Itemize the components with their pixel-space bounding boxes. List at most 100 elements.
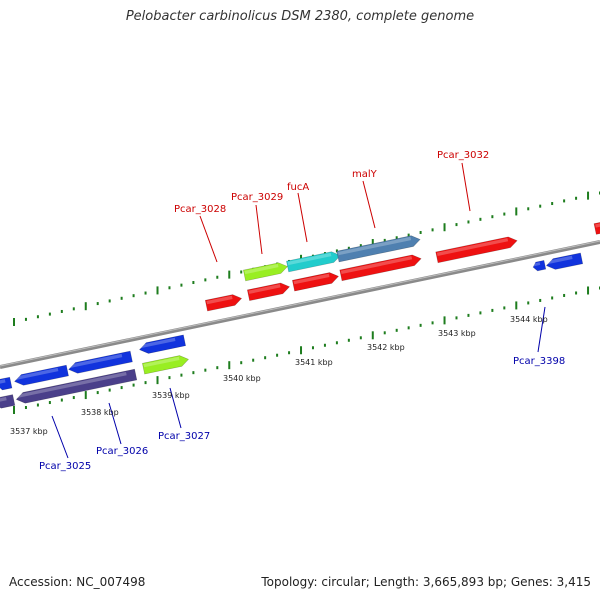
inner-scale-major-tick xyxy=(371,331,374,340)
label-leaders xyxy=(51,162,546,459)
inner-scale-minor-tick xyxy=(264,356,267,360)
reverse-gene-labels: Pcar_3025 Pcar_3026 Pcar_3027 Pcar_3398 xyxy=(39,356,565,472)
outer-scale-minor-tick xyxy=(359,244,362,248)
outer-scale-major-tick xyxy=(228,270,231,279)
inner-scale-major-tick xyxy=(228,361,231,370)
inner-scale-minor-tick xyxy=(60,398,63,402)
outer-scale-major-tick xyxy=(443,223,446,232)
kbp-label-3539: 3539 kbp xyxy=(152,391,190,400)
inner-scale-minor-tick xyxy=(192,371,195,375)
outer-scale-minor-tick xyxy=(467,220,470,224)
gene-label-pcar-3027: Pcar_3027 xyxy=(158,431,210,442)
gene-label-maly: malY xyxy=(352,169,378,180)
gene-label-pcar-3029: Pcar_3029 xyxy=(231,192,283,203)
inner-scale-major-tick xyxy=(443,316,446,325)
leader-pcar-3032 xyxy=(461,162,471,212)
outer-scale-minor-tick xyxy=(24,317,27,321)
inner-scale-minor-tick xyxy=(503,306,506,310)
gene-red-2 xyxy=(246,282,291,302)
inner-scale-minor-tick xyxy=(563,293,566,297)
genome-backbone-highlight xyxy=(0,240,600,367)
accession-text: Accession: NC_007498 xyxy=(9,575,146,589)
forward-gene-labels: Pcar_3028 Pcar_3029 fucA malY Pcar_3032 xyxy=(174,150,489,215)
inner-scale-minor-tick xyxy=(359,336,362,340)
outer-scale-minor-tick xyxy=(347,246,350,250)
leader-fuca xyxy=(297,192,308,243)
kbp-label-3540: 3540 kbp xyxy=(223,374,261,383)
outer-scale-minor-tick xyxy=(479,217,482,221)
gene-red-3 xyxy=(292,272,340,292)
kbp-label-3543: 3543 kbp xyxy=(438,329,476,338)
inner-scale-minor-tick xyxy=(323,343,326,347)
outer-scale-minor-tick xyxy=(539,204,542,208)
leader-pcar-3029 xyxy=(255,204,263,255)
inner-scale-major-tick xyxy=(300,346,303,355)
inner-scale-minor-tick xyxy=(276,353,279,357)
gene-fuca xyxy=(286,251,341,273)
outer-scale-minor-tick xyxy=(216,275,219,279)
inner-scale-minor-tick xyxy=(240,361,243,365)
inner-scale-minor-tick xyxy=(180,373,183,377)
inner-scale-minor-tick xyxy=(335,341,338,345)
outer-scale-minor-tick xyxy=(132,294,135,298)
outer-scale-major-tick xyxy=(13,318,15,326)
gene-offscreen-red xyxy=(593,221,600,235)
inner-scale-minor-tick xyxy=(120,386,123,390)
inner-scale-minor-tick xyxy=(575,291,578,295)
inner-scale-minor-tick xyxy=(491,308,494,312)
outer-scale-major-tick xyxy=(515,207,518,216)
inner-scale-minor-tick xyxy=(144,381,147,385)
gene-pcar-3398-arrow xyxy=(545,252,584,270)
gene-label-pcar-3025: Pcar_3025 xyxy=(39,461,91,472)
inner-scale-minor-tick xyxy=(479,311,482,315)
kbp-label-3541: 3541 kbp xyxy=(295,358,333,367)
outer-scale-minor-tick xyxy=(407,233,410,237)
gene-label-fuca: fucA xyxy=(287,182,309,193)
gene-pcar-3026 xyxy=(15,368,138,404)
inner-scale-minor-tick xyxy=(216,366,219,370)
gene-pcar-3029 xyxy=(242,262,289,282)
outer-scale-minor-tick xyxy=(96,302,99,306)
outer-scale-minor-tick xyxy=(419,230,422,234)
inner-scale-minor-tick xyxy=(395,328,398,332)
leader-pcar-3027 xyxy=(169,387,182,429)
leader-pcar-3028 xyxy=(199,215,218,263)
inner-scale-minor-tick xyxy=(48,401,51,405)
inner-scale-major-tick xyxy=(156,376,159,385)
gene-pcar-3032 xyxy=(435,236,518,264)
gene-blue-edge xyxy=(0,376,13,391)
outer-scale-minor-tick xyxy=(335,249,338,253)
inner-scale-minor-tick xyxy=(204,368,207,372)
outer-scale-minor-tick xyxy=(383,238,386,242)
outer-scale-minor-tick xyxy=(240,270,243,274)
gene-blue-3 xyxy=(138,334,186,354)
outer-scale-minor-tick xyxy=(192,281,195,285)
outer-scale-minor-tick xyxy=(491,215,494,219)
inner-scale-minor-tick xyxy=(419,323,422,327)
outer-scale-minor-tick xyxy=(36,315,39,319)
gene-pcar-3025 xyxy=(0,394,16,409)
gene-label-pcar-3026: Pcar_3026 xyxy=(96,446,148,457)
outer-scale-minor-tick xyxy=(395,236,398,240)
gene-blue-2 xyxy=(68,350,133,374)
inner-scale-minor-tick xyxy=(168,376,171,380)
outer-scale-minor-tick xyxy=(575,196,578,200)
outer-scale-major-tick xyxy=(371,239,374,248)
inner-scale-minor-tick xyxy=(347,338,350,342)
outer-scale-minor-tick xyxy=(551,202,554,206)
outer-scale-minor-tick xyxy=(168,286,171,290)
kbp-label-3537: 3537 kbp xyxy=(10,427,48,436)
inner-scale-minor-tick xyxy=(455,316,458,320)
inner-scale-minor-tick xyxy=(383,331,386,335)
gene-red-4 xyxy=(339,254,422,282)
inner-scale-major-tick xyxy=(84,391,87,400)
outer-scale-minor-tick xyxy=(72,307,75,311)
gene-blue-small xyxy=(532,260,547,272)
inner-scale-minor-tick xyxy=(108,388,111,392)
inner-scale-minor-tick xyxy=(539,298,542,302)
outer-scale-minor-tick xyxy=(120,296,123,300)
outer-scale-minor-tick xyxy=(108,299,111,303)
inner-scale-minor-tick xyxy=(527,301,530,305)
inner-scale-minor-tick xyxy=(431,321,434,325)
outer-scale-major-tick xyxy=(587,191,590,200)
